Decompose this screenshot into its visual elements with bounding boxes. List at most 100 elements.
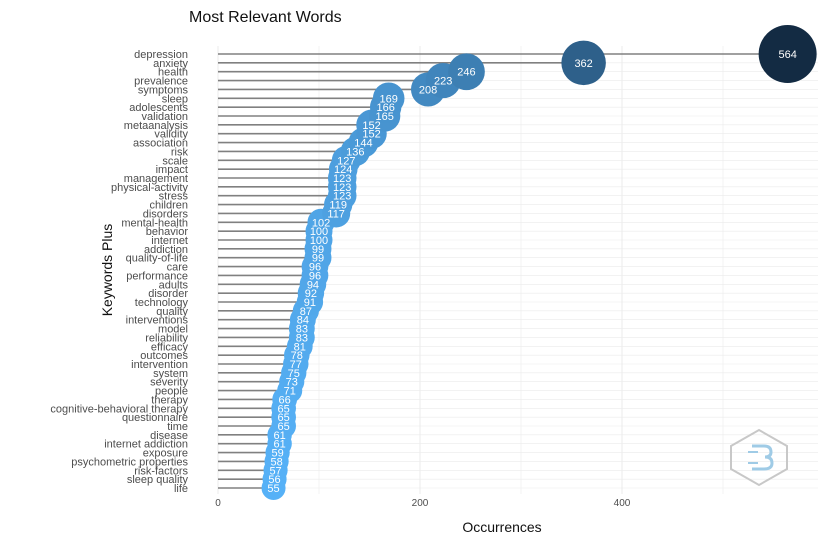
y-tick-label: care [167,262,188,274]
value-label: 83 [296,324,308,336]
y-tick-label: management [124,173,188,185]
value-label: 102 [312,217,330,229]
y-tick-label: symptoms [138,84,189,96]
y-tick-label: depression [134,49,188,61]
y-tick-label: disorder [148,288,188,300]
y-tick-labels: depressionanxietyhealthprevalencesymptom… [50,49,188,495]
value-label: 99 [312,244,324,256]
value-label: 78 [291,350,303,362]
value-label: 152 [362,120,380,132]
y-tick-label: prevalence [134,76,188,88]
y-tick-label: efficacy [151,341,189,353]
value-label: 144 [354,138,372,150]
y-tick-label: behavior [146,226,189,238]
x-tick-labels: 0 200 400 [215,498,631,509]
value-label: 123 [333,173,351,185]
value-label: 92 [305,288,317,300]
y-axis-title: Keywords Plus [99,224,115,317]
y-tick-label: quality [156,306,188,318]
y-tick-label: internet [151,235,188,247]
value-label: 166 [376,102,394,114]
y-tick-label: adolescents [129,102,188,114]
y-tick-label: therapy [151,394,188,406]
y-tick-label: association [133,138,188,150]
bubble-2 [448,53,485,91]
value-label: 100 [310,235,328,247]
value-label: 65 [278,403,290,415]
bubble-1 [561,40,606,86]
y-tick-label: risk-factors [134,465,188,477]
value-label: 223 [434,76,452,88]
y-tick-label: physical-activity [111,182,189,194]
y-tick-label: cognitive-behavioral therapy [50,403,188,415]
value-label: 84 [297,315,309,327]
value-label: 66 [279,394,291,406]
y-tick-label: sleep [162,93,188,105]
x-tick-label: 200 [412,498,429,509]
y-tick-label: people [155,386,188,398]
value-label: 169 [380,93,398,105]
value-label: 75 [288,368,300,380]
y-tick-label: psychometric properties [71,456,188,468]
y-tick-label: risk [171,146,189,158]
value-label: 87 [300,306,312,318]
y-tick-label: exposure [143,448,188,460]
value-label: 59 [271,448,283,460]
y-tick-label: time [167,421,188,433]
y-tick-label: adults [159,279,189,291]
y-tick-label: validity [154,129,188,141]
value-label: 100 [310,226,328,238]
value-label: 99 [312,253,324,265]
y-tick-label: children [149,200,188,212]
value-label: 136 [346,146,364,158]
value-label: 55 [267,483,279,495]
value-label: 123 [333,182,351,194]
y-tick-label: reliability [145,332,188,344]
value-labels: 5643622462232081691661651521521441361271… [267,49,796,495]
y-tick-label: addiction [144,244,188,256]
bubble-0 [758,25,817,83]
y-tick-label: impact [156,164,188,176]
y-tick-label: internet addiction [104,439,188,451]
y-tick-label: mental-health [121,217,188,229]
y-tick-label: technology [135,297,189,309]
value-label: 564 [778,49,796,61]
value-label: 56 [268,474,280,486]
value-label: 65 [278,412,290,424]
value-label: 83 [296,332,308,344]
value-label: 362 [574,58,592,70]
y-tick-label: sleep quality [127,474,189,486]
chart-title: Most Relevant Words [189,9,342,26]
y-tick-label: anxiety [153,58,188,70]
value-label: 61 [273,439,285,451]
value-label: 246 [457,67,475,79]
y-tick-label: scale [162,155,188,167]
y-tick-label: quality-of-life [126,253,188,265]
y-tick-label: disorders [143,208,189,220]
x-tick-label: 0 [215,498,221,509]
value-label: 152 [362,129,380,141]
y-tick-label: intervention [131,359,188,371]
value-label: 71 [284,386,296,398]
value-label: 61 [273,430,285,442]
value-label: 96 [309,262,321,274]
bubble-5 [372,82,405,115]
bubbles [261,25,817,500]
y-tick-label: metaanalysis [124,120,189,132]
x-axis-title: Occurrences [462,519,541,535]
y-tick-label: health [158,67,188,79]
value-label: 96 [309,270,321,282]
value-label: 117 [327,208,345,220]
value-label: 77 [290,359,302,371]
value-label: 123 [333,191,351,203]
value-label: 127 [337,155,355,167]
y-tick-label: validation [142,111,188,123]
y-tick-label: disease [150,430,188,442]
value-label: 81 [294,341,306,353]
value-label: 91 [304,297,316,309]
x-tick-label: 400 [614,498,631,509]
y-tick-label: performance [126,270,188,282]
value-label: 165 [375,111,393,123]
